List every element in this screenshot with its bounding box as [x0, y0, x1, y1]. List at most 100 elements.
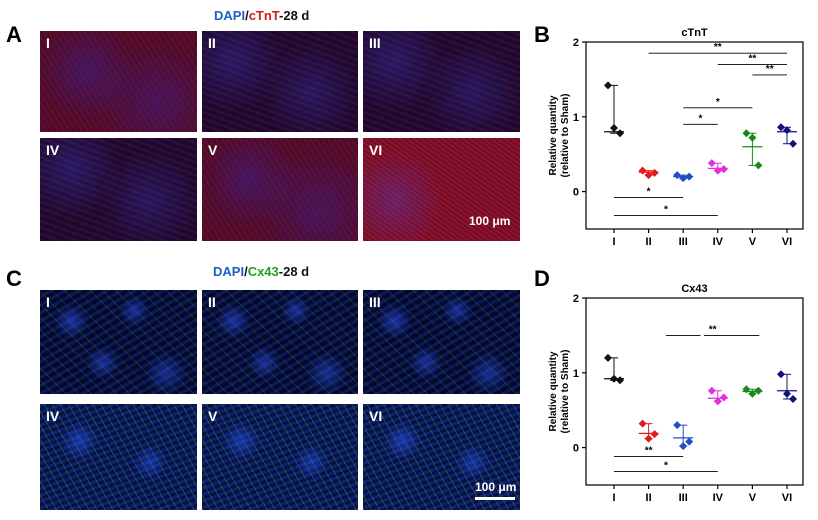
scale-bar-label: 100 μm: [475, 480, 517, 494]
significance-label: *: [699, 113, 703, 124]
data-point: [644, 171, 653, 180]
tile-label-iv: IV: [46, 142, 60, 158]
tile-label-i: I: [46, 294, 50, 310]
cx43-quantification-chart: Cx43 0 1 2 Relative quantity (relative to Sha…: [548, 283, 804, 504]
dapi-label: DAPI: [214, 8, 246, 23]
significance-label: **: [709, 324, 717, 335]
data-point: [650, 168, 659, 177]
data-point: [610, 374, 618, 383]
significance-label: *: [664, 205, 668, 216]
dapi-label: DAPI: [213, 264, 245, 279]
data-point: [783, 389, 791, 398]
data-point: [610, 124, 618, 133]
panel-letter-b: B: [534, 22, 550, 47]
data-point: [754, 161, 763, 170]
data-point: [754, 386, 763, 395]
significance-label: **: [766, 64, 774, 75]
data-point: [673, 421, 682, 430]
cx43-label: Cx43: [247, 264, 279, 279]
y-tick-label: 0: [573, 187, 579, 199]
data-point: [673, 171, 682, 180]
data-point: [719, 393, 728, 402]
tile-label-iv: IV: [46, 408, 60, 424]
tile-label-ii: II: [208, 294, 216, 310]
significance-label: *: [647, 187, 651, 198]
x-tick-label: VI: [782, 492, 792, 504]
ctnt-image-ii: II: [202, 31, 358, 132]
data-point: [616, 129, 624, 138]
y-tick-label: 1: [573, 112, 579, 124]
day-label: -28 d: [279, 8, 310, 23]
x-tick-label: I: [612, 236, 615, 248]
tile-label-ii: II: [208, 35, 216, 51]
data-point: [604, 81, 612, 90]
data-point: [713, 397, 722, 406]
x-tick-label: VI: [782, 236, 792, 248]
y-tick-label: 0: [573, 443, 579, 455]
plot-frame: [585, 41, 804, 230]
panel-letter-d: D: [534, 266, 550, 291]
x-tick-label: I: [612, 492, 615, 504]
data-point: [679, 174, 688, 183]
cx43-image-v: V: [202, 404, 358, 510]
cx43-image-iii: III: [363, 290, 520, 394]
plot-frame: [585, 297, 804, 486]
y-axis-label: (relative to Sham): [560, 350, 571, 434]
tile-label-vi: VI: [369, 142, 383, 158]
data-point: [616, 376, 624, 385]
x-tick-label: III: [679, 492, 688, 504]
data-point: [789, 139, 797, 148]
x-tick-label: IV: [713, 236, 724, 248]
x-tick-label: II: [646, 492, 652, 504]
cx43-image-iv: IV: [40, 404, 197, 510]
x-tick-label: II: [646, 236, 652, 248]
data-point: [742, 129, 751, 138]
chart-title: cTnT: [681, 27, 708, 39]
title-separator: /: [244, 264, 248, 279]
ctnt-label: cTnT: [248, 8, 280, 23]
panel-c-title: DAPI/Cx43-28 d: [213, 264, 309, 279]
panel-letter-c: C: [6, 266, 22, 291]
tile-label-iii: III: [369, 35, 381, 51]
significance-label: **: [714, 42, 722, 53]
data-point: [748, 389, 757, 398]
day-label: -28 d: [278, 264, 310, 279]
tile-label-vi: VI: [369, 408, 383, 424]
x-tick-label: IV: [713, 492, 724, 504]
y-tick-label: 2: [573, 293, 579, 305]
data-point: [650, 430, 659, 439]
data-point: [742, 385, 751, 394]
significance-label: **: [645, 446, 653, 457]
x-tick-label: III: [679, 236, 688, 248]
data-point: [707, 159, 716, 168]
data-point: [713, 166, 722, 175]
significance-label: *: [716, 97, 720, 108]
x-tick-label: V: [749, 492, 757, 504]
tile-label-v: V: [208, 142, 218, 158]
ctnt-quantification-chart: cTnT 0 1 2 Relative quantity (relative to Sha…: [548, 27, 804, 248]
data-point: [679, 442, 688, 451]
panel-a-title: DAPI/cTnT-28 d: [214, 8, 309, 23]
data-point: [638, 166, 647, 175]
tile-label-i: I: [46, 35, 50, 51]
y-axis-label: Relative quantity: [548, 351, 559, 431]
significance-label: *: [664, 461, 668, 472]
data-point: [719, 165, 728, 174]
ctnt-image-vi: VI 100 μm: [363, 138, 520, 241]
scale-bar: [475, 497, 515, 500]
scale-bar-label: 100 μm: [469, 214, 511, 228]
tile-label-v: V: [208, 408, 218, 424]
x-tick-label: V: [749, 236, 757, 248]
chart-title: Cx43: [681, 283, 707, 295]
panel-letter-a: A: [6, 22, 22, 47]
y-tick-label: 2: [573, 37, 579, 49]
tile-label-iii: III: [369, 294, 381, 310]
significance-label: **: [749, 53, 757, 64]
ctnt-image-v: V: [202, 138, 358, 241]
y-tick-label: 1: [573, 368, 579, 380]
ctnt-image-i: I: [40, 31, 197, 132]
cx43-image-i: I: [40, 290, 197, 394]
data-point: [783, 126, 791, 135]
data-point: [777, 123, 785, 132]
data-point: [685, 437, 694, 446]
